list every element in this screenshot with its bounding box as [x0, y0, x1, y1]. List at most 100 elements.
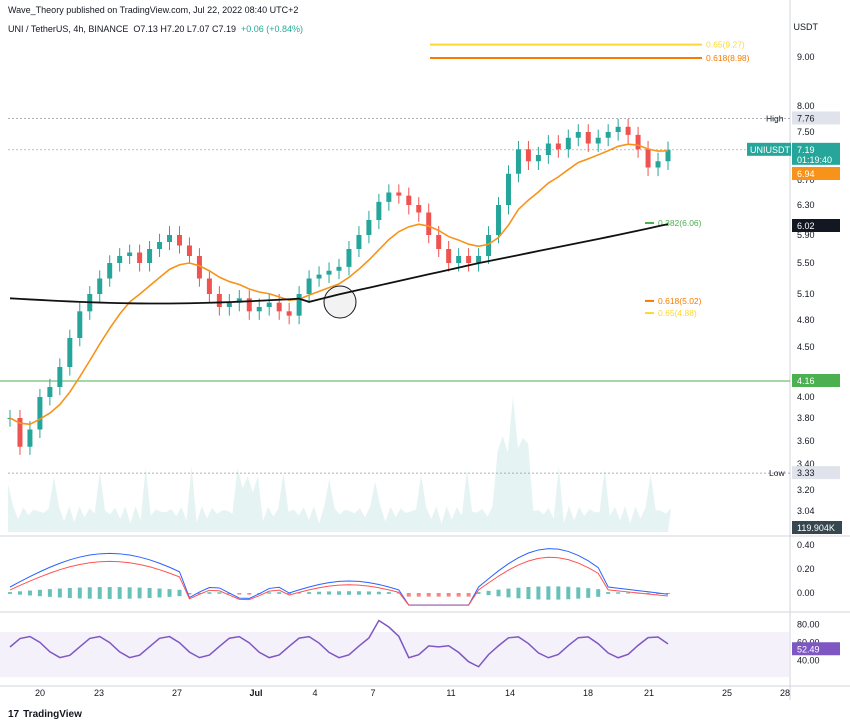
date-tick-label: 4	[312, 688, 317, 698]
macd-histogram-bar	[376, 591, 381, 595]
candle	[326, 270, 332, 275]
macd-histogram-bar	[117, 587, 122, 599]
macd-histogram-bar	[586, 588, 591, 598]
date-tick-label: 14	[505, 688, 515, 698]
price-tick-label: 5.50	[797, 258, 815, 268]
price-tick-label: 4.80	[797, 315, 815, 325]
high-label: High	[766, 113, 784, 123]
macd-histogram-bar	[57, 588, 62, 598]
candle	[595, 137, 601, 144]
candle	[615, 126, 621, 132]
macd-histogram-bar	[466, 593, 471, 597]
low-value-box	[792, 466, 840, 480]
macd-histogram-bar	[207, 592, 212, 594]
price-tick-label: 3.20	[797, 485, 815, 495]
candle	[535, 155, 541, 162]
candle	[296, 294, 302, 316]
tradingview-watermark: 17 TradingView	[8, 709, 82, 720]
macd-histogram-bar	[47, 589, 52, 597]
macd-histogram-bar	[476, 592, 481, 594]
price-tick-label: 6.30	[797, 200, 815, 210]
macd-histogram-bar	[546, 586, 551, 600]
macd-histogram-bar	[606, 592, 611, 594]
macd-histogram-bar	[426, 593, 431, 597]
macd-histogram-bar	[67, 588, 72, 598]
candle	[286, 311, 292, 316]
candle	[47, 387, 53, 397]
macd-histogram-bar	[187, 593, 192, 595]
candle	[655, 161, 661, 168]
candle	[525, 149, 531, 162]
macd-tick-label: 0.00	[797, 588, 815, 598]
macd-histogram-bar	[17, 591, 22, 595]
candle	[127, 252, 133, 256]
candle	[186, 245, 192, 256]
candle	[97, 278, 103, 294]
candle	[376, 201, 382, 220]
candle	[505, 173, 511, 205]
macd-histogram-bar	[177, 589, 182, 597]
last-value: 7.19	[797, 145, 815, 155]
macd-histogram-bar	[556, 586, 561, 600]
candle	[515, 149, 521, 174]
candle	[575, 132, 581, 138]
symbol-info: UNI / TetherUS, 4h, BINANCE O7.13 H7.20 …	[8, 24, 303, 34]
price-tick-label: 5.90	[797, 230, 815, 240]
ma200-value-box	[792, 219, 840, 232]
candle	[27, 429, 33, 447]
macd-histogram-bar	[356, 591, 361, 595]
change-value: +0.06 (+0.84%)	[240, 24, 304, 34]
candle	[346, 249, 352, 267]
candle	[466, 256, 472, 263]
macd-histogram-bar	[237, 593, 242, 595]
macd-histogram-bar	[37, 589, 42, 597]
ma200-value: 6.02	[797, 221, 815, 231]
macd-histogram-bar	[317, 591, 322, 595]
fib-label: 0.618(8.98)	[706, 53, 750, 63]
last-symbol: UNIUSDT	[750, 145, 791, 155]
date-tick-label: 20	[35, 688, 45, 698]
candle	[406, 195, 412, 205]
volume-value-box	[792, 521, 842, 534]
publish-info: Wave_Theory published on TradingView.com…	[8, 5, 299, 15]
candle	[416, 205, 422, 213]
candle	[605, 132, 611, 138]
date-tick-label: 11	[446, 688, 455, 698]
macd-histogram-bar	[137, 587, 142, 599]
macd-histogram-bar	[87, 587, 92, 599]
candle	[446, 249, 452, 263]
macd-histogram-bar	[327, 591, 332, 595]
macd-histogram-bar	[436, 593, 441, 597]
last-symbol-box	[747, 142, 791, 156]
candle	[306, 278, 312, 294]
candle	[436, 235, 442, 249]
candle	[266, 302, 272, 307]
candle	[396, 192, 402, 196]
macd-histogram-bar	[416, 593, 421, 597]
candle	[37, 397, 43, 430]
price-tick-label: 4.50	[797, 342, 815, 352]
candle	[246, 298, 252, 312]
macd-histogram-bar	[337, 591, 341, 595]
candle	[107, 263, 113, 279]
macd-histogram-bar	[496, 589, 501, 597]
candle	[366, 220, 372, 235]
macd-histogram-bar	[576, 587, 581, 599]
macd-histogram-bar	[526, 586, 531, 600]
candle	[137, 252, 143, 263]
macd-histogram-bar	[277, 592, 282, 594]
macd-histogram-bar	[386, 592, 391, 594]
macd-histogram-bar	[127, 587, 132, 599]
currency-label: USDT	[793, 22, 819, 32]
ma200-line	[9, 223, 669, 305]
candle	[545, 143, 551, 155]
price-tick-label: 3.60	[797, 436, 815, 446]
candle	[67, 338, 73, 367]
candle	[176, 235, 182, 246]
candle	[456, 256, 462, 263]
candle	[426, 212, 432, 235]
last-value-box	[792, 142, 840, 165]
candle	[216, 294, 222, 307]
candle	[496, 205, 502, 235]
